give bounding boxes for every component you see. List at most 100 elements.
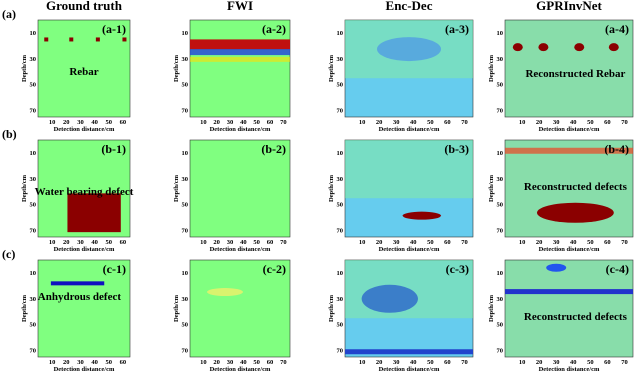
y-axis-label: Depth/cm [328,294,335,322]
y-tick-label: 30 [337,176,344,183]
y-tick-label: 50 [30,322,37,329]
rebar [69,37,74,42]
y-tick-label: 30 [497,56,504,63]
x-tick-label: 70 [461,359,468,366]
panel-image [189,139,291,238]
y-tick-label: 70 [30,348,37,355]
x-tick-label: 50 [427,119,434,126]
panel-image [37,259,131,358]
y-tick-label: 70 [497,228,504,235]
y-tick-label: 50 [497,82,504,89]
y-axis-label: Depth/cm [488,294,495,322]
blob [402,211,441,220]
y-tick-label: 30 [30,56,37,63]
band [505,289,633,295]
panel-image [37,19,131,118]
x-tick-label: 50 [587,359,594,366]
x-tick-label: 20 [376,359,383,366]
y-tick-label: 70 [182,348,189,355]
y-tick-label: 30 [182,56,189,63]
x-tick-label: 30 [77,239,84,246]
panel-image [504,19,634,118]
x-tick-label: 60 [444,239,451,246]
x-tick-label: 40 [240,119,247,126]
rebar [44,37,49,42]
y-tick-label: 30 [182,296,189,303]
y-tick-label: 70 [337,348,344,355]
y-axis-label: Depth/cm [328,54,335,82]
panel-label: (b-2) [261,142,286,156]
x-axis-label: Detection distance/cm [54,126,115,133]
x-tick-label: 40 [570,239,577,246]
x-tick-label: 20 [213,119,220,126]
y-tick-label: 70 [497,348,504,355]
x-axis-label: Detection distance/cm [210,246,271,253]
blob [207,288,243,297]
x-tick-label: 10 [359,119,366,126]
y-tick-label: 10 [497,270,504,277]
x-tick-label: 30 [553,359,560,366]
panel: (b-4) 10 20 30 40 50 60 70 10 30 50 70 Detection dis… [488,139,634,253]
blob [361,284,418,313]
annotation: Water bearing defect [35,186,134,198]
x-tick-label: 60 [120,359,127,366]
panel-label: (c-3) [446,262,469,276]
y-axis-label: Depth/cm [328,174,335,202]
band [345,349,473,355]
rebar [608,43,619,52]
panel-image [189,19,291,118]
y-axis-label: Depth/cm [488,174,495,202]
y-tick-label: 50 [497,202,504,209]
y-tick-label: 50 [337,82,344,89]
y-tick-label: 30 [337,56,344,63]
y-tick-label: 50 [182,322,189,329]
panel: (a-2) 10 20 30 40 50 60 70 10 30 50 70 Detection dis… [173,19,291,133]
x-tick-label: 20 [376,239,383,246]
y-tick-label: 50 [30,82,37,89]
y-tick-label: 70 [30,228,37,235]
x-tick-label: 60 [604,119,611,126]
y-tick-label: 10 [182,270,189,277]
row-label: (c) [2,247,15,261]
rebar [95,37,100,42]
panel: (c-3) 10 20 30 40 50 60 70 10 30 50 70 Detection dis… [328,259,474,373]
column-title: FWI [227,0,253,13]
x-axis-label: Detection distance/cm [379,246,440,253]
panel-label: (b-3) [444,142,469,156]
y-tick-label: 30 [30,176,37,183]
y-tick-label: 30 [30,296,37,303]
x-tick-label: 60 [444,119,451,126]
x-tick-label: 60 [267,119,274,126]
y-tick-label: 10 [497,150,504,157]
x-axis-label: Detection distance/cm [539,126,600,133]
defect [67,193,121,233]
y-axis-label: Depth/cm [21,174,28,202]
x-tick-label: 30 [227,239,234,246]
x-axis-label: Detection distance/cm [210,366,271,373]
y-tick-label: 50 [30,202,37,209]
row-label: (a) [2,7,16,21]
x-tick-label: 20 [213,239,220,246]
blob [537,202,614,223]
rebar [538,43,549,52]
x-tick-label: 30 [227,119,234,126]
panel-image [504,259,634,358]
panel: (a-1) 10 20 30 40 50 60 10 30 50 70 Detection dista… [21,19,131,133]
band [505,147,633,154]
y-axis-label: Depth/cm [488,54,495,82]
y-tick-label: 10 [182,30,189,37]
x-tick-label: 30 [393,119,400,126]
y-tick-label: 70 [182,108,189,115]
y-tick-label: 70 [337,108,344,115]
panel-label: (a-4) [605,22,629,36]
rebar [122,37,127,42]
band [190,49,290,56]
x-tick-label: 60 [604,239,611,246]
x-tick-label: 10 [200,359,207,366]
x-axis-label: Detection distance/cm [54,246,115,253]
x-tick-label: 50 [106,239,113,246]
x-tick-label: 30 [553,119,560,126]
panel: (c-1) 10 20 30 40 50 60 10 30 50 70 Detection dista… [21,259,131,373]
panel: (a-4) 10 20 30 40 50 60 70 10 30 50 70 Detection dis… [488,19,634,133]
panel: (b-3) 10 20 30 40 50 60 70 10 30 50 70 Detection dis… [328,139,474,253]
